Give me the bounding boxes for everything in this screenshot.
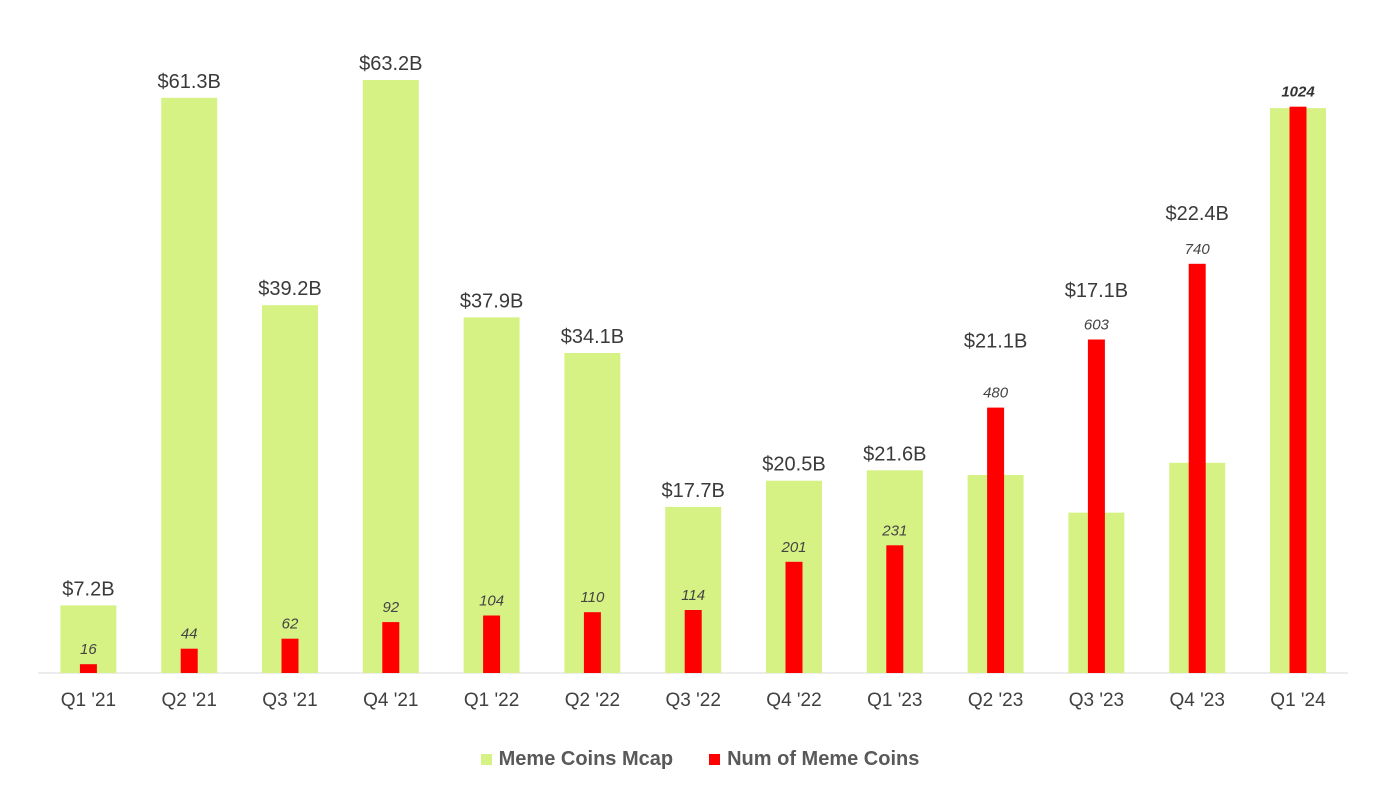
count-bar	[583, 612, 601, 673]
x-tick-label: Q1 '22	[464, 690, 519, 711]
mcap-data-label: $7.2B	[62, 578, 114, 600]
x-tick-label: Q3 '23	[1069, 690, 1124, 711]
count-bar	[382, 622, 400, 673]
mcap-data-label: $22.4B	[1166, 203, 1229, 225]
legend-item-mcap: Meme Coins Mcap	[480, 748, 674, 771]
count-bar	[684, 610, 702, 673]
mcap-data-label: $61.3B	[158, 71, 221, 93]
legend: Meme Coins Mcap Num of Meme Coins	[0, 748, 1400, 771]
count-series	[79, 106, 1307, 673]
count-data-label: 110	[580, 589, 605, 606]
mcap-bar	[161, 97, 218, 674]
count-data-label: 231	[881, 522, 907, 539]
mcap-data-label: $20.5B	[762, 454, 825, 476]
mcap-bar	[262, 305, 318, 673]
count-data-label: 480	[983, 385, 1009, 402]
mcap-data-label: $21.6B	[863, 443, 926, 465]
mcap-bar	[463, 317, 520, 673]
mcap-data-label: $39.2B	[258, 278, 321, 300]
x-tick-label: Q4 '23	[1170, 690, 1225, 711]
count-data-label: 740	[1185, 241, 1211, 258]
x-tick-label: Q2 '22	[565, 690, 620, 711]
count-bar	[79, 664, 97, 673]
mcap-data-label: $21.1B	[964, 331, 1027, 353]
mcap-bar	[362, 80, 419, 673]
count-data-label: 114	[681, 587, 705, 604]
count-data-labels: 16 44 62 92 104 110 114 201 231 480 603 740 1024	[80, 84, 1315, 659]
count-data-label: 62	[282, 616, 299, 633]
mcap-data-label: $37.9B	[460, 290, 523, 312]
count-data-label: 1024	[1281, 84, 1315, 101]
count-data-label: 201	[780, 539, 806, 556]
count-bar	[987, 407, 1005, 673]
x-tick-label: Q1 '21	[61, 690, 116, 711]
count-bar	[886, 545, 904, 673]
count-data-label: 104	[479, 593, 504, 610]
legend-swatch-mcap	[480, 754, 492, 765]
mcap-data-label: $17.1B	[1065, 280, 1128, 302]
x-axis-ticks: Q1 '21 Q2 '21 Q3 '21 Q4 '21 Q1 '22 Q2 '22 Q3 '…	[61, 690, 1326, 711]
x-tick-label: Q2 '23	[968, 690, 1023, 711]
count-bar	[1289, 106, 1307, 673]
legend-label-mcap: Meme Coins Mcap	[498, 748, 674, 770]
x-tick-label: Q1 '23	[867, 690, 922, 711]
count-data-label: 603	[1084, 317, 1110, 334]
mcap-data-label: $34.1B	[561, 326, 624, 348]
mcap-data-label: $17.7B	[662, 480, 725, 502]
mcap-bar	[60, 605, 117, 673]
x-tick-label: Q3 '22	[666, 690, 721, 711]
x-tick-label: Q1 '24	[1270, 690, 1326, 711]
legend-item-count: Num of Meme Coins	[709, 748, 919, 771]
count-bar	[1087, 339, 1105, 673]
count-data-label: 92	[382, 599, 399, 616]
count-bar	[281, 638, 299, 673]
x-tick-label: Q4 '21	[363, 690, 418, 711]
count-bar	[180, 648, 198, 673]
count-bar	[1188, 263, 1206, 673]
count-data-label: 44	[181, 626, 198, 643]
count-bar	[785, 561, 803, 673]
count-data-label: 16	[80, 641, 97, 658]
legend-label-count: Num of Meme Coins	[727, 748, 920, 770]
x-tick-label: Q3 '21	[262, 690, 317, 711]
count-bar	[483, 615, 501, 673]
x-tick-label: Q2 '21	[162, 690, 217, 711]
mcap-data-label: $63.2B	[359, 53, 422, 75]
x-tick-label: Q4 '22	[766, 690, 821, 711]
legend-swatch-count	[709, 754, 721, 765]
mcap-data-labels: $7.2B $61.3B $39.2B $63.2B $37.9B $34.1B $17.7…	[62, 53, 1229, 600]
mcap-series	[60, 80, 1326, 674]
